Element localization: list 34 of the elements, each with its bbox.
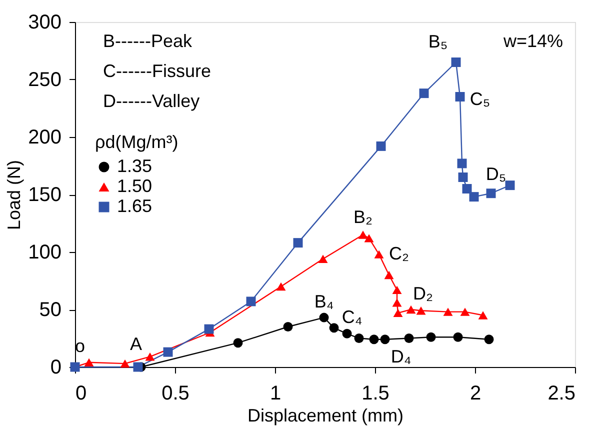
x-tick-label: 0.5 — [162, 382, 190, 404]
x-tick-label: 2.5 — [548, 382, 576, 404]
annotation: C₂ — [389, 243, 409, 264]
annotation: B₂ — [354, 206, 373, 227]
x-axis-title: Displacement (mm) — [247, 406, 404, 426]
annotation: B------Peak — [103, 31, 193, 51]
annotation: A — [130, 334, 142, 354]
y-tick-label: 100 — [28, 242, 62, 264]
x-tick-label: 2 — [470, 382, 482, 404]
annotation: C------Fissure — [103, 61, 211, 81]
legend-label: 1.35 — [117, 156, 152, 176]
annotation: o — [74, 336, 86, 356]
x-tick-label: 0 — [76, 382, 87, 404]
annotation: D₂ — [413, 284, 433, 304]
legend-title: ρd(Mg/m³) — [95, 132, 178, 152]
legend-label: 1.50 — [117, 176, 152, 196]
annotation: D₄ — [390, 346, 412, 366]
x-tick-label: 1 — [270, 382, 282, 404]
annotation: C₅ — [470, 88, 490, 109]
y-tick-label: 300 — [28, 12, 62, 34]
y-tick-label: 200 — [28, 126, 62, 148]
legend-label: 1.65 — [117, 196, 152, 216]
annotation: D₅ — [486, 164, 506, 184]
y-tick-label: 150 — [28, 184, 62, 206]
annotation: B₄ — [314, 292, 334, 312]
annotation: w=14% — [502, 31, 563, 51]
annotation: D------Valley — [103, 91, 200, 111]
x-tick-label: 1.5 — [362, 382, 390, 404]
annotation: C₄ — [342, 306, 362, 327]
y-tick-label: 250 — [28, 69, 62, 91]
y-tick-label: 0 — [50, 356, 62, 378]
y-tick-label: 50 — [39, 299, 62, 321]
y-axis-title: Load (N) — [4, 160, 24, 230]
annotation: B₅ — [428, 31, 448, 52]
